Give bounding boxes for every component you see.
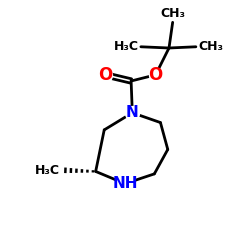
Text: CH₃: CH₃ [198, 40, 223, 53]
Text: CH₃: CH₃ [160, 8, 185, 20]
Text: N: N [126, 105, 139, 120]
Text: O: O [98, 66, 112, 84]
Text: NH: NH [112, 176, 138, 191]
Text: H₃C: H₃C [35, 164, 60, 177]
Text: O: O [148, 66, 163, 84]
Text: H₃C: H₃C [114, 40, 138, 53]
